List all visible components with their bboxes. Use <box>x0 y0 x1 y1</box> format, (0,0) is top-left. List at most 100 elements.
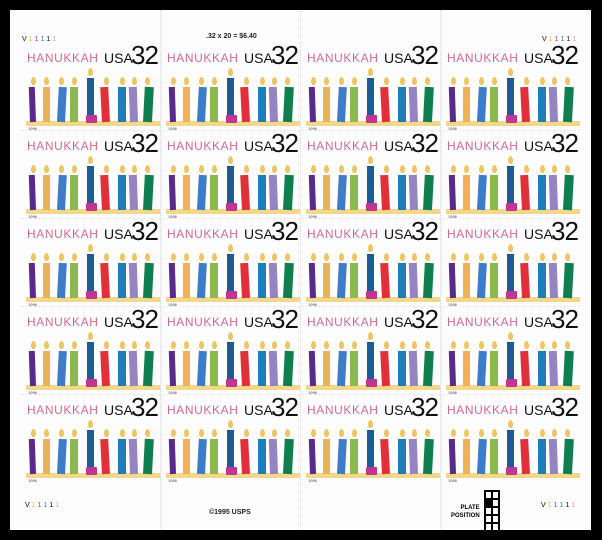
stamp-year: 1996 <box>28 126 37 131</box>
flame-icon <box>565 429 570 437</box>
candle <box>43 439 50 474</box>
candle <box>57 262 67 299</box>
menorah-base <box>306 121 440 126</box>
flame-icon <box>565 77 570 85</box>
flame-icon <box>131 429 137 437</box>
center-candle-holder <box>226 115 237 123</box>
candle <box>507 166 514 210</box>
candle <box>398 439 406 474</box>
candle <box>128 86 138 123</box>
candle <box>168 86 176 123</box>
stamp-year: 1996 <box>448 302 457 307</box>
candle <box>398 351 406 386</box>
candle <box>70 439 78 474</box>
menorah-base <box>306 297 440 302</box>
flame-icon <box>131 253 137 261</box>
candle <box>367 166 374 210</box>
candle <box>380 262 390 299</box>
flame-icon <box>464 165 469 173</box>
flame-icon <box>211 165 217 173</box>
stamp-country: USA <box>244 50 273 66</box>
flame-icon <box>211 429 217 437</box>
candle <box>118 351 126 386</box>
flame-icon <box>198 77 204 85</box>
hanukkah-stamp: HANUKKAH USA 32 1996 <box>302 130 442 220</box>
candle <box>308 350 316 387</box>
candle <box>507 78 514 122</box>
flame-icon <box>271 77 277 85</box>
flame-icon <box>211 341 217 349</box>
flame-icon <box>228 68 233 76</box>
candle <box>323 439 330 474</box>
stamp-title: HANUKKAH <box>307 51 379 65</box>
stamp-year: 1996 <box>168 126 177 131</box>
menorah-base <box>26 121 160 126</box>
stamp-year: 1996 <box>28 390 37 395</box>
flame-icon <box>88 420 93 428</box>
flame-icon <box>539 253 545 261</box>
center-candle-holder <box>506 291 517 299</box>
plate-position-label: PLATE POSITION <box>451 504 480 520</box>
flame-icon <box>30 253 36 261</box>
candle <box>463 87 470 122</box>
candle <box>283 86 294 123</box>
stamp-denomination: 32 <box>131 216 159 246</box>
flame-icon <box>243 429 249 437</box>
stamp-denomination: 32 <box>411 304 439 334</box>
flame-icon <box>211 253 217 261</box>
candle <box>258 87 266 122</box>
candle <box>408 438 418 475</box>
candle <box>283 262 294 299</box>
flame-icon <box>119 429 125 437</box>
candle <box>268 438 278 475</box>
flame-icon <box>508 332 513 340</box>
candle <box>308 438 316 475</box>
flame-icon <box>324 341 329 349</box>
candle <box>183 351 190 386</box>
candle <box>380 350 390 387</box>
candle <box>197 350 207 387</box>
candle <box>28 438 36 475</box>
candle <box>118 87 126 122</box>
flame-icon <box>450 253 456 261</box>
center-candle-holder <box>366 115 377 123</box>
candle <box>197 262 207 299</box>
stamp-country: USA <box>384 402 413 418</box>
candle <box>70 263 78 298</box>
candle <box>227 166 234 210</box>
flame-icon <box>551 253 557 261</box>
stamp-title: HANUKKAH <box>27 227 99 241</box>
stamp-year: 1996 <box>308 390 317 395</box>
candle <box>283 174 294 211</box>
flame-icon <box>44 429 49 437</box>
stamp-year: 1996 <box>308 478 317 483</box>
flame-icon <box>411 165 417 173</box>
flame-icon <box>259 341 265 349</box>
candle <box>28 350 36 387</box>
stamp-title: HANUKKAH <box>167 403 239 417</box>
flame-icon <box>338 165 344 173</box>
center-candle-holder <box>506 115 517 123</box>
candle <box>423 174 434 211</box>
flame-icon <box>170 165 176 173</box>
flame-icon <box>58 77 64 85</box>
plate-digit: 1 <box>571 502 576 509</box>
plate-digit: 1 <box>548 36 553 43</box>
flame-icon <box>71 77 77 85</box>
plate-position-cell <box>485 491 492 499</box>
candle <box>240 174 250 211</box>
candle <box>367 342 374 386</box>
flame-icon <box>184 429 189 437</box>
hanukkah-stamp: HANUKKAH USA 32 1996 <box>162 306 302 396</box>
stamp-title: HANUKKAH <box>27 315 99 329</box>
candle <box>28 174 36 211</box>
candle <box>448 174 456 211</box>
plate-digit: 1 <box>565 502 570 509</box>
flame-icon <box>523 165 529 173</box>
candle <box>520 86 530 123</box>
flame-icon <box>351 253 357 261</box>
plate-position-cell <box>492 515 499 523</box>
flame-icon <box>119 77 125 85</box>
candle <box>323 175 330 210</box>
